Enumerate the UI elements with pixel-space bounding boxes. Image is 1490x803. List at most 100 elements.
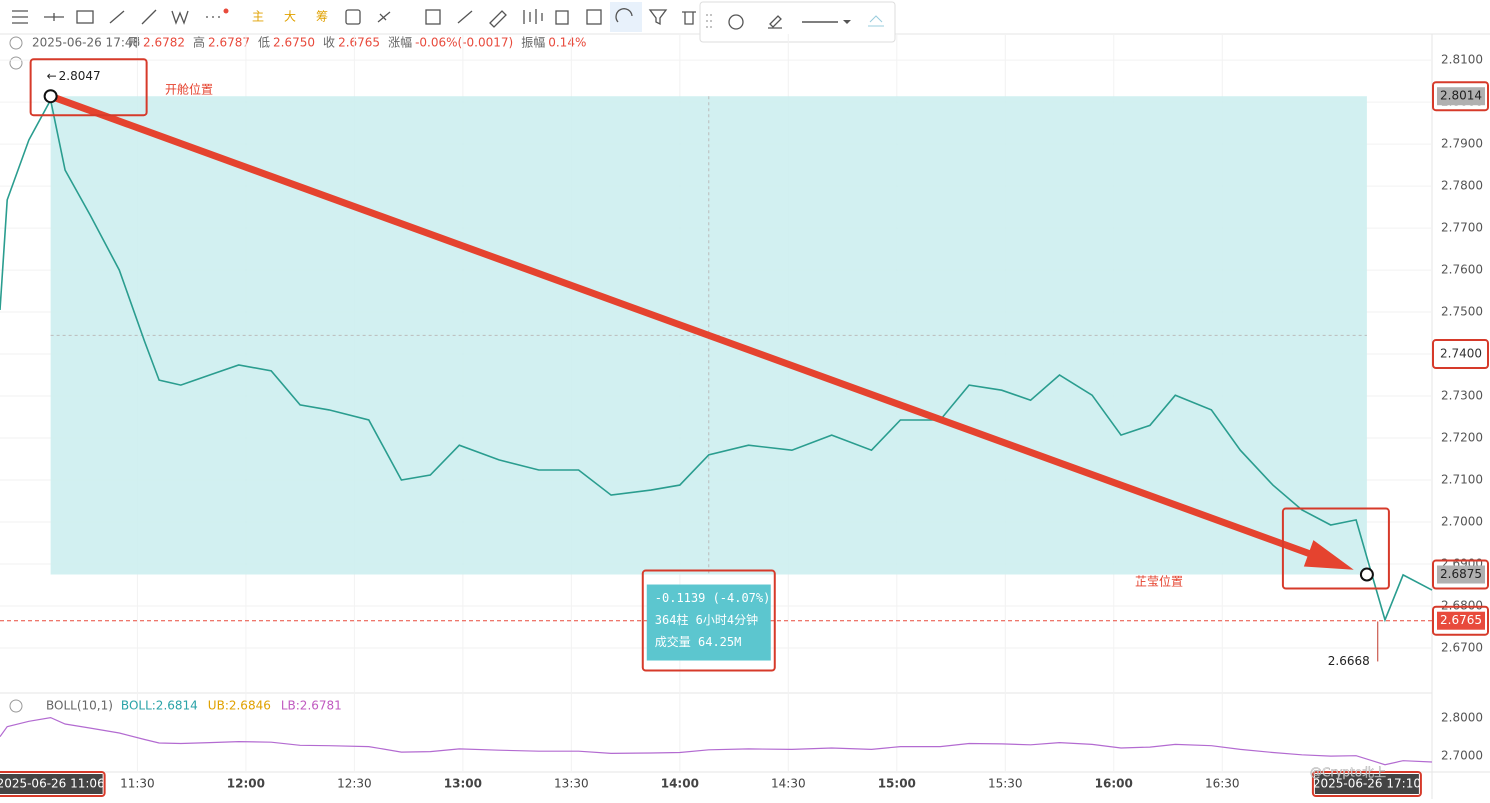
highlight-box — [0, 771, 106, 797]
annotation: 芷莹位置 — [1135, 574, 1183, 589]
highlight-box — [1281, 507, 1390, 590]
header-value: 2.6765 — [338, 36, 380, 50]
header-value: 2.6782 — [143, 36, 185, 50]
highlight-box — [1432, 559, 1489, 590]
y-tick-label: 2.7100 — [1441, 473, 1483, 487]
boll-item: UB:2.6846 — [208, 699, 271, 713]
highlight-box — [641, 569, 776, 672]
dot — [223, 8, 229, 14]
icon[interactable] — [345, 9, 361, 25]
price-tag — [1437, 611, 1485, 630]
y-tick-label: 2.7200 — [1441, 431, 1483, 445]
measure-info-text: -0.1139 (-4.07%) — [655, 591, 771, 605]
line-icon[interactable] — [141, 9, 157, 25]
price-tag-label: 2.6875 — [1440, 567, 1482, 581]
icon[interactable] — [868, 15, 884, 27]
toolbar-label[interactable]: 主 — [252, 10, 264, 24]
boll-line — [0, 716, 1433, 766]
boll-item: BOLL:2.6814 — [121, 699, 198, 713]
x-tick-label: 15:30 — [988, 777, 1023, 791]
active-tool[interactable] — [610, 2, 642, 32]
magnet-icon[interactable] — [615, 8, 633, 23]
price-tag — [1437, 565, 1485, 584]
collapse-icon[interactable] — [9, 36, 23, 50]
highlight-box — [1432, 605, 1489, 636]
x-tick-label: 13:00 — [444, 777, 482, 791]
arrow-shaft — [49, 92, 1327, 563]
icon[interactable] — [523, 9, 543, 24]
header-value: 2.6750 — [273, 36, 315, 50]
x-tick-label: 12:30 — [337, 777, 372, 791]
price-line — [0, 97, 1433, 623]
rect-icon[interactable] — [76, 10, 94, 24]
price-tag-label: 2.6765 — [1440, 613, 1482, 627]
toolbar-label[interactable]: 大 — [284, 10, 296, 24]
grip[interactable] — [706, 14, 712, 28]
menu-icon[interactable] — [12, 10, 28, 24]
toolbar-icons[interactable] — [12, 2, 696, 32]
time-tag-label: 2025-06-26 11:06 — [0, 777, 105, 791]
header-datetime: 2025-06-26 17:48 — [32, 36, 140, 50]
header-value: 0.14% — [548, 36, 586, 50]
header-label: 高 — [193, 35, 205, 50]
floating-toolbar[interactable] — [699, 1, 896, 43]
icon[interactable] — [425, 9, 441, 25]
price-tag — [1437, 345, 1485, 364]
y-tick-label: 2.8100 — [1441, 53, 1483, 67]
measure-info — [646, 584, 771, 661]
y-tick-label: 2.6800 — [1441, 599, 1483, 613]
x-tick-label: 15:00 — [878, 777, 916, 791]
ruler-icon[interactable] — [109, 10, 125, 24]
icon[interactable] — [728, 14, 744, 30]
trash-icon[interactable] — [682, 11, 696, 25]
dropdown[interactable] — [843, 20, 851, 24]
y-tick-label: 2.7900 — [1441, 137, 1483, 151]
floating-panel — [699, 1, 896, 43]
boll-name: BOLL(10,1) — [46, 699, 113, 713]
low-label: 2.6668 — [1328, 654, 1370, 668]
filter-icon[interactable] — [648, 9, 668, 26]
highlight-box — [1311, 771, 1422, 797]
time-tag — [1314, 774, 1419, 794]
y-tick-label: 2.7500 — [1441, 305, 1483, 319]
highlight-box — [29, 58, 148, 117]
start-point — [43, 89, 58, 104]
measure-info-text: 成交量 64.25M — [655, 634, 742, 649]
high-arrow: ← — [47, 69, 57, 83]
boll-item: LB:2.6781 — [281, 699, 342, 713]
boll-y-tick-label: 2.7000 — [1441, 748, 1483, 762]
y-tick-label: 2.7700 — [1441, 221, 1483, 235]
icon[interactable] — [377, 11, 391, 23]
y-tick-label: 2.7300 — [1441, 389, 1483, 403]
collapse-icon[interactable] — [9, 699, 23, 713]
x-tick-label: 12:00 — [227, 777, 265, 791]
icon[interactable] — [768, 15, 782, 29]
icon[interactable] — [457, 10, 473, 24]
watermark: @Crypto北上 — [1310, 766, 1386, 780]
x-tick-label: 16:30 — [1205, 777, 1240, 791]
y-tick-label: 2.7800 — [1441, 179, 1483, 193]
icon[interactable] — [489, 10, 507, 28]
toolbar-label[interactable]: 筹 — [316, 10, 328, 24]
price-tag-label: 2.7400 — [1440, 347, 1482, 361]
header-label: 振幅 — [521, 35, 545, 50]
expand-icon[interactable] — [9, 56, 23, 70]
x-tick-label: 13:30 — [554, 777, 589, 791]
measure-info-text: 364柱 6小时4分钟 — [655, 612, 758, 627]
icon[interactable] — [555, 10, 569, 25]
time-tag-label: 2025-06-26 17:10 — [1313, 777, 1421, 791]
y-tick-label: 2.7000 — [1441, 515, 1483, 529]
arrow-head — [1303, 540, 1354, 570]
wave-icon[interactable] — [171, 10, 189, 25]
boll-y-tick-label: 2.8000 — [1441, 710, 1483, 724]
high-label: 2.8047 — [59, 69, 101, 83]
time-tag — [0, 774, 103, 794]
icon[interactable] — [586, 9, 602, 25]
header-label: 低 — [258, 36, 270, 50]
y-tick-label: 2.7600 — [1441, 263, 1483, 277]
header-value: 2.6787 — [208, 36, 250, 50]
y-tick-label: 2.6700 — [1441, 641, 1483, 655]
header-label: 开 — [128, 36, 140, 50]
hline-icon[interactable] — [44, 13, 64, 21]
